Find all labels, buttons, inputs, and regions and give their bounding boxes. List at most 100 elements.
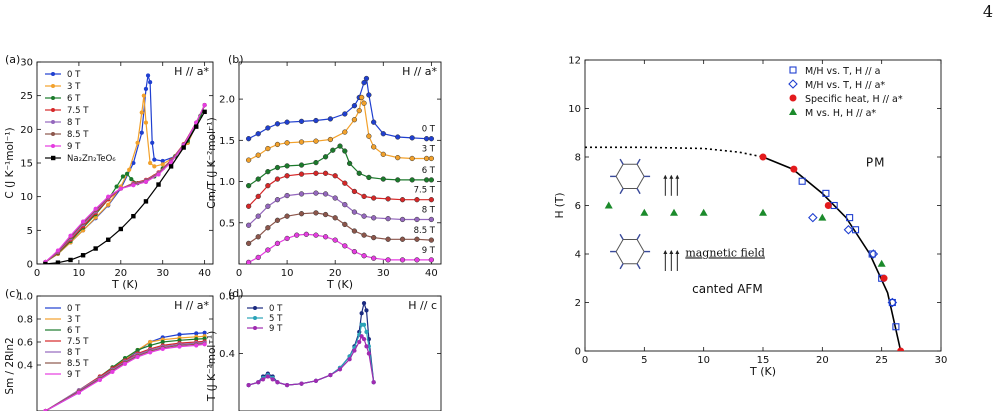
data-point — [255, 193, 261, 200]
x-tick-label: 15 — [757, 355, 770, 366]
data-point — [356, 170, 362, 176]
data-point — [356, 107, 362, 114]
legend-marker — [253, 306, 257, 310]
data-point — [361, 232, 367, 238]
data-point — [265, 125, 271, 131]
data-point — [313, 210, 319, 216]
data-point — [342, 201, 348, 208]
y-tick-label: 1.0 — [219, 177, 235, 188]
y-axis-label: T (J K⁻²mol⁻¹) — [206, 331, 218, 402]
data-point — [129, 177, 134, 182]
data-point — [371, 195, 377, 201]
series-label: 9 T — [422, 246, 436, 256]
legend-label: 9 T — [67, 142, 81, 152]
data-point — [414, 257, 420, 263]
data-point — [877, 259, 886, 267]
legend-label: 0 T — [67, 70, 81, 80]
series-line — [248, 76, 432, 140]
data-point — [255, 254, 261, 261]
field-annotation: H // a* — [174, 299, 209, 312]
legend-label: 7.5 T — [67, 337, 89, 347]
data-point — [143, 199, 149, 204]
spin-arrow-icon — [619, 263, 624, 270]
data-point — [359, 334, 364, 339]
data-point — [274, 176, 281, 182]
data-point — [371, 144, 377, 150]
y-tick-label: 6 — [575, 201, 581, 212]
data-point — [156, 182, 161, 187]
data-point — [194, 124, 199, 129]
data-point — [371, 215, 377, 221]
data-point — [361, 213, 367, 219]
data-point — [160, 162, 165, 167]
y-tick-label: 0.5 — [219, 218, 235, 229]
legend-marker — [51, 144, 55, 148]
y-axis-label: H (T) — [554, 193, 566, 219]
data-point — [428, 136, 435, 142]
data-point — [245, 203, 252, 209]
data-point — [385, 216, 391, 222]
data-point — [385, 236, 391, 242]
data-point — [298, 211, 305, 217]
spin-arrow-icon — [636, 263, 641, 270]
x-tick-label: 10 — [281, 268, 294, 279]
data-point — [135, 354, 140, 360]
legend-marker — [51, 155, 56, 161]
data-point — [351, 228, 358, 234]
legend-marker — [51, 120, 55, 124]
legend-label: 3 T — [67, 82, 81, 92]
data-point — [256, 380, 261, 385]
y-tick-label: 1.0 — [17, 292, 33, 303]
data-point — [332, 173, 338, 179]
data-point — [284, 173, 290, 179]
data-point — [131, 183, 136, 188]
data-point — [298, 191, 305, 197]
data-point — [202, 102, 207, 108]
data-point — [342, 180, 348, 186]
data-point — [160, 346, 165, 352]
data-point — [97, 377, 103, 383]
legend-label: 7.5 T — [67, 106, 89, 116]
legend-label: Na₂Zn₂TeO₆ — [67, 154, 116, 164]
x-tick-label: 30 — [377, 268, 390, 279]
data-point — [255, 176, 261, 182]
data-point — [118, 226, 124, 232]
data-point — [141, 93, 147, 98]
data-point — [106, 237, 111, 242]
data-point — [265, 145, 271, 152]
data-point — [361, 322, 367, 327]
data-point — [322, 154, 329, 160]
data-point — [265, 247, 271, 253]
data-point — [428, 177, 435, 183]
panel-label: (b) — [228, 53, 244, 66]
legend-label: 9 T — [269, 324, 283, 334]
data-point — [143, 86, 149, 92]
y-tick-label: 25 — [20, 91, 33, 102]
y-tick-label: 0.4 — [17, 361, 33, 372]
data-point — [313, 190, 319, 196]
data-point — [352, 348, 357, 353]
series-group — [245, 75, 435, 264]
data-point — [380, 176, 386, 182]
region-label-canted-afm: canted AFM — [692, 282, 763, 296]
field-arrow-head-icon — [675, 174, 680, 179]
legend-marker — [253, 316, 257, 320]
data-point — [395, 134, 401, 140]
data-point — [127, 167, 132, 172]
data-point — [255, 152, 261, 158]
data-point — [150, 140, 155, 145]
data-point — [798, 177, 806, 185]
series-label: 6 T — [422, 166, 436, 176]
data-point — [330, 147, 336, 153]
data-point — [790, 165, 798, 173]
data-point — [298, 139, 305, 145]
x-axis-label: T (K) — [749, 365, 776, 378]
data-point — [275, 380, 280, 385]
data-point — [255, 234, 261, 240]
field-annotation: H // a* — [174, 65, 209, 78]
data-point — [313, 232, 319, 238]
data-point — [93, 246, 98, 251]
data-point — [246, 382, 251, 388]
data-point — [274, 240, 281, 247]
